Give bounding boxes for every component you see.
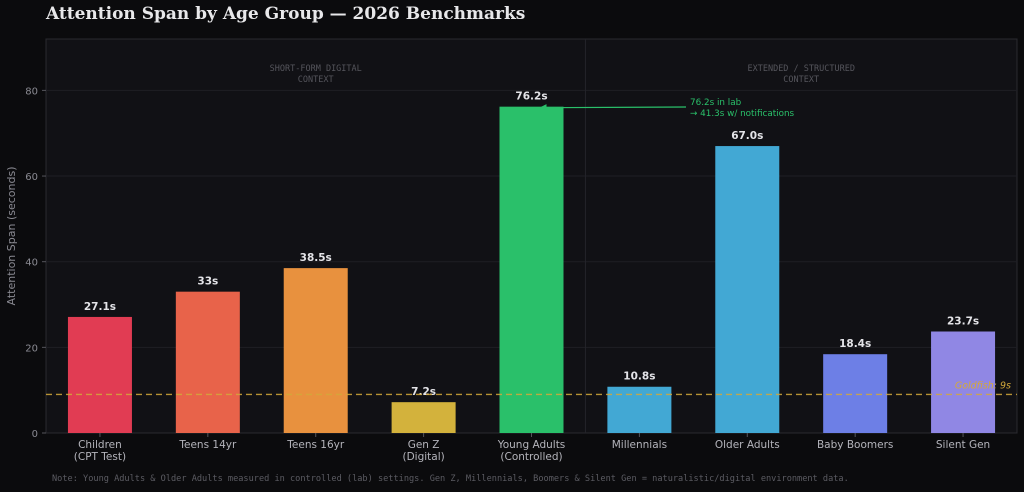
region-label: EXTENDED / STRUCTURED [747,64,854,74]
region-label: CONTEXT [783,75,819,85]
bar-value-label: 23.7s [947,316,979,328]
bar [823,354,888,433]
x-tick-label: Teens 16yr [286,439,345,451]
y-tick-label: 60 [25,172,38,183]
region-label: CONTEXT [298,75,334,85]
chart-footnote: Note: Young Adults & Older Adults measur… [52,474,849,484]
bar-value-label: 10.8s [623,371,655,383]
bar [175,291,240,433]
y-axis-label: Attention Span (seconds) [5,167,18,306]
bar-value-label: 67.0s [731,130,763,142]
chart-title: Attention Span by Age Group — 2026 Bench… [46,4,526,24]
annotation-arrow [543,106,687,109]
x-tick-label: Gen Z [408,439,440,451]
x-tick-label: Older Adults [715,439,780,451]
y-tick-label: 20 [25,343,38,354]
x-tick-label: Young Adults [497,439,566,451]
bar [67,316,132,433]
x-tick-label: (Controlled) [500,451,562,463]
x-tick-label: Millennials [612,439,667,451]
y-tick-label: 80 [25,86,38,97]
bar [931,331,996,433]
x-tick-label: Children [78,439,122,451]
reference-line-label: Goldfish: 9s [955,380,1011,391]
y-tick-label: 0 [32,429,38,440]
bar-value-label: 76.2s [515,91,547,103]
bar-value-label: 7.2s [411,386,436,398]
bar [499,106,564,433]
bar [715,146,780,433]
bar-value-label: 27.1s [84,301,116,313]
y-tick-label: 40 [25,258,38,269]
annotation-text: → 41.3s w/ notifications [690,109,795,119]
x-tick-label: (CPT Test) [74,451,126,463]
bar-value-label: 33s [197,276,218,288]
x-tick-label: Baby Boomers [817,439,893,451]
bar-value-label: 18.4s [839,338,871,350]
annotation-arrowhead [539,104,547,112]
x-tick-label: (Digital) [402,451,444,463]
x-tick-label: Teens 14yr [178,439,237,451]
bar [607,386,672,433]
bar [391,402,456,433]
bar-value-label: 38.5s [300,252,332,264]
x-tick-label: Silent Gen [936,439,990,451]
annotation-text: 76.2s in lab [690,98,742,108]
bar [283,268,348,433]
region-label: SHORT-FORM DIGITAL [270,64,362,74]
